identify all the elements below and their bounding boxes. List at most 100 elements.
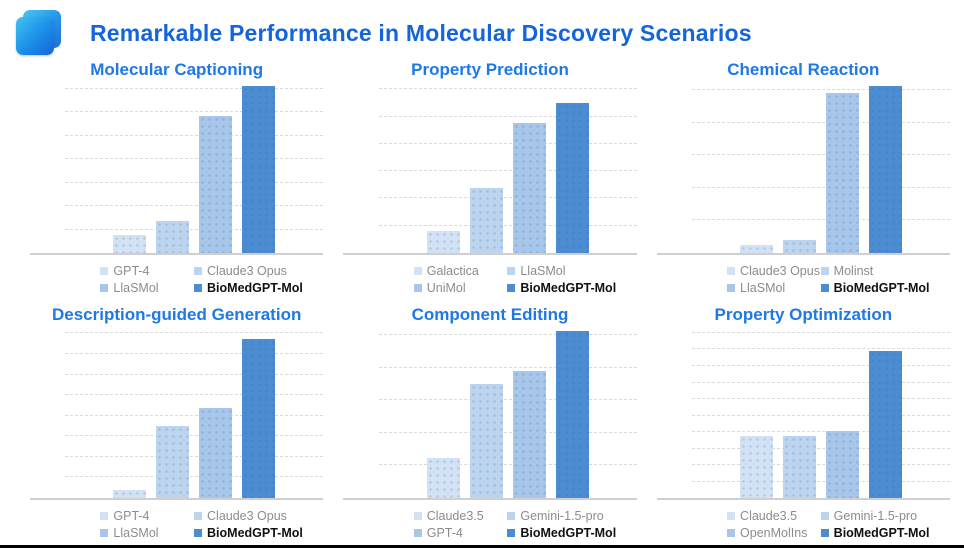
gridline: [65, 435, 324, 437]
legend-swatch-icon: [507, 529, 516, 537]
legend-swatch-icon: [727, 529, 736, 537]
legend-label: BioMedGPT-Mol: [833, 281, 930, 295]
legend-label: BioMedGPT-Mol: [833, 526, 930, 540]
legend-label: UniMol: [426, 281, 466, 295]
legend-label: Claude3 Opus: [207, 509, 287, 523]
gridline: [65, 228, 324, 230]
gridline: [378, 88, 637, 90]
bar-claude3-opus: [156, 221, 190, 253]
gridline: [691, 381, 950, 383]
gridline: [378, 464, 637, 466]
gridline: [691, 154, 950, 156]
chart-legend: Claude3.5 Gemini-1.5-pro OpenMolIns BioMedG…: [727, 509, 950, 540]
gridline: [65, 111, 324, 113]
bar-llasmol: [199, 407, 233, 498]
chart-title: Chemical Reaction: [727, 60, 880, 79]
gridline: [378, 366, 637, 368]
legend-item-biomedgpt-mol: BioMedGPT-Mol: [820, 526, 950, 540]
legend-label: Galactica: [426, 264, 479, 278]
gridline: [378, 431, 637, 433]
gridline: [65, 158, 324, 160]
gridline: [691, 219, 950, 221]
bar-claude3-opus: [156, 426, 190, 498]
bar-claude3-5: [739, 436, 773, 498]
bar-plot: [656, 331, 950, 500]
legend-label: Gemini-1.5-pro: [520, 509, 604, 523]
gridline: [691, 464, 950, 465]
gridline: [65, 134, 324, 136]
gridline: [65, 414, 324, 416]
gridline: [691, 186, 950, 188]
bar-plot: [30, 331, 324, 500]
gridline: [65, 373, 324, 375]
chart-property-optimization: Property Optimization Claude3.5 Gemini-1.…: [656, 305, 950, 540]
gridline: [378, 197, 637, 199]
gridline: [691, 414, 950, 416]
legend-item-openmolins: OpenMolIns: [727, 526, 821, 540]
gridline: [65, 476, 324, 478]
gridline: [378, 142, 637, 144]
legend-label: OpenMolIns: [740, 526, 808, 540]
legend-label: BioMedGPT-Mol: [520, 281, 617, 295]
legend-swatch-icon: [727, 512, 736, 520]
legend-item-gpt-4: GPT-4: [100, 509, 194, 523]
gridline: [65, 205, 324, 207]
page-title: Remarkable Performance in Molecular Disc…: [90, 19, 752, 46]
legend-swatch-icon: [194, 267, 203, 275]
legend-item-llasmol: LlaSMol: [100, 281, 194, 295]
bar-biomedgpt-mol: [242, 339, 276, 498]
legend-swatch-icon: [413, 284, 422, 292]
gridline: [691, 88, 950, 90]
legend-swatch-icon: [100, 267, 109, 275]
bar-llasmol: [825, 92, 859, 253]
gridline: [691, 431, 950, 432]
legend-swatch-icon: [820, 512, 829, 520]
legend-item-molinst: Molinst: [820, 264, 950, 278]
legend-item-claude3-5: Claude3.5: [413, 509, 508, 523]
chart-title: Property Optimization: [714, 305, 893, 324]
legend-swatch-icon: [727, 267, 736, 275]
legend-swatch-icon: [100, 529, 109, 537]
gridline: [691, 447, 950, 449]
gridline: [378, 115, 637, 117]
legend-item-gemini-1-5-pro: Gemini-1.5-pro: [820, 509, 950, 523]
bar-unimol: [512, 122, 546, 253]
logo-front-square: [16, 17, 54, 55]
bar-openmolins: [825, 431, 859, 498]
gridline: [691, 348, 950, 350]
bar-biomedgpt-mol: [868, 351, 902, 498]
legend-item-claude3-opus: Claude3 Opus: [727, 264, 821, 278]
legend-swatch-icon: [507, 267, 516, 275]
bar-gemini-1-5-pro: [782, 436, 816, 498]
bar-gpt-4: [512, 371, 546, 498]
legend-label: LlaSMol: [113, 526, 159, 540]
legend-swatch-icon: [413, 512, 422, 520]
gridline: [65, 87, 324, 89]
chart-title: Description-guided Generation: [51, 305, 302, 324]
slide-header: Remarkable Performance in Molecular Disc…: [14, 6, 954, 60]
legend-item-biomedgpt-mol: BioMedGPT-Mol: [820, 281, 950, 295]
legend-swatch-icon: [507, 284, 516, 292]
legend-label: BioMedGPT-Mol: [207, 526, 303, 540]
gridline: [65, 455, 324, 457]
bar-gemini-1-5-pro: [469, 384, 503, 498]
gridline: [65, 181, 324, 183]
bar-group: [65, 331, 323, 498]
legend-swatch-icon: [820, 529, 829, 537]
chart-property-prediction: Property Prediction Galactica LlaSMol UniM…: [343, 60, 637, 295]
bar-molinst: [782, 239, 816, 253]
legend-swatch-icon: [413, 267, 422, 275]
gridline: [378, 399, 637, 401]
legend-item-gpt-4: GPT-4: [100, 264, 194, 278]
legend-label: Claude3 Opus: [740, 264, 820, 278]
legend-label: GPT-4: [426, 526, 463, 540]
bar-group: [379, 331, 637, 498]
chart-title: Molecular Captioning: [90, 60, 264, 79]
legend-item-unimol: UniMol: [413, 281, 508, 295]
legend-swatch-icon: [820, 284, 829, 292]
chart-molecular-captioning: Molecular Captioning GPT-4 Claude3 Opus Ll…: [30, 60, 324, 295]
legend-swatch-icon: [194, 529, 203, 537]
legend-label: Claude3.5: [426, 509, 484, 523]
bar-plot: [30, 86, 324, 255]
chart-chemical-reaction: Chemical Reaction Claude3 Opus Molinst Lla…: [656, 60, 950, 295]
